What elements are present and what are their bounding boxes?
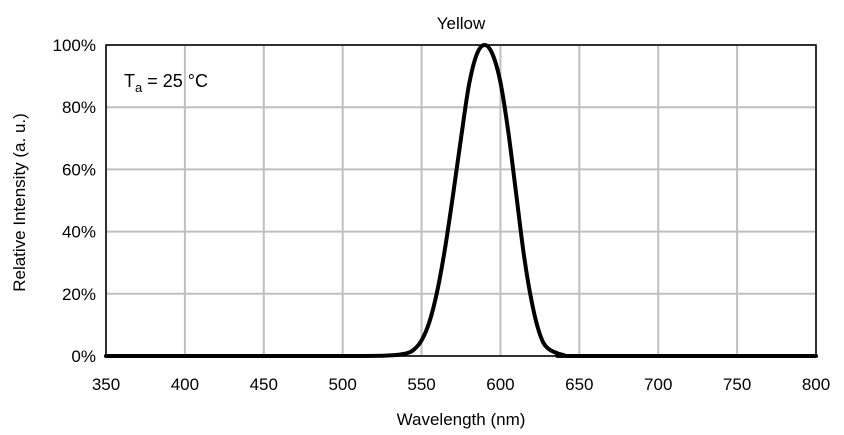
- x-tick-label: 400: [171, 375, 199, 394]
- annotation-text: = 25 °C: [142, 71, 208, 91]
- chart-title: Yellow: [437, 14, 486, 33]
- x-tick-label: 750: [723, 375, 751, 394]
- y-tick-label: 0%: [71, 347, 96, 366]
- temperature-annotation: Ta = 25 °C: [124, 71, 208, 95]
- y-tick-label: 40%: [62, 223, 96, 242]
- x-axis-label: Wavelength (nm): [397, 410, 526, 429]
- x-tick-labels: 350 400 450 500 550 600 650 700 750 800: [92, 375, 830, 394]
- x-tick-label: 700: [644, 375, 672, 394]
- annotation-subscript: a: [135, 80, 143, 95]
- spectrum-curve: [104, 43, 818, 358]
- x-tick-label: 650: [565, 375, 593, 394]
- x-tick-label: 800: [802, 375, 830, 394]
- x-tick-label: 550: [407, 375, 435, 394]
- y-tick-labels: 0% 20% 40% 60% 80% 100%: [53, 36, 96, 366]
- y-tick-label: 20%: [62, 285, 96, 304]
- y-tick-label: 80%: [62, 98, 96, 117]
- x-tick-label: 500: [328, 375, 356, 394]
- y-tick-label: 100%: [53, 36, 96, 55]
- x-tick-label: 450: [250, 375, 278, 394]
- x-tick-label: 350: [92, 375, 120, 394]
- plot-frame: [105, 44, 817, 357]
- grid: [105, 44, 817, 357]
- x-tick-label: 600: [486, 375, 514, 394]
- series-layer: [104, 43, 818, 358]
- annotation-symbol: T: [124, 71, 135, 91]
- y-axis-label: Relative Intensity (a. u.): [10, 113, 29, 292]
- y-tick-label: 60%: [62, 160, 96, 179]
